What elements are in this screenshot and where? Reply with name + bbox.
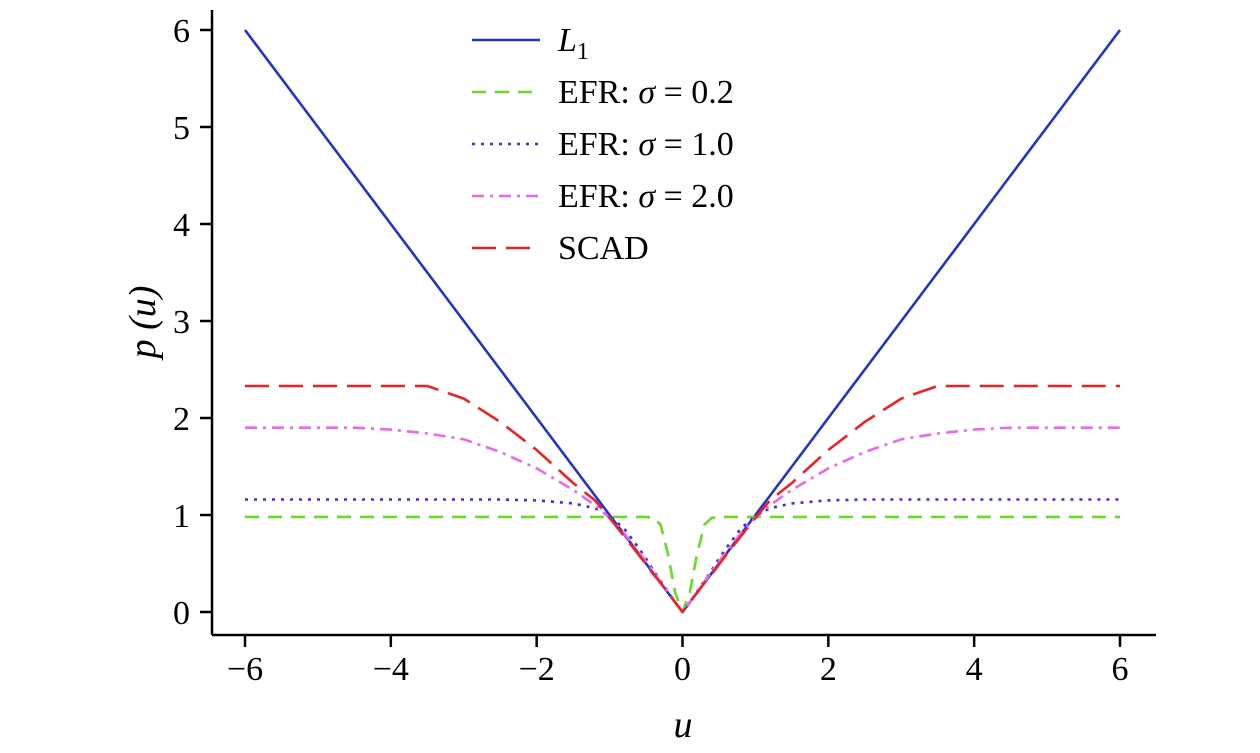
series-layer [243,29,1122,614]
x-tick-label: −2 [519,651,555,688]
legend: L1 EFR: σ = 0.2 EFR: σ = 1.0 EFR: σ = 2.0 SC… [472,22,734,267]
x-axis-label: u [674,704,693,746]
x-tick-label: 6 [1112,651,1129,688]
legend-label: EFR: σ = 0.2 [558,74,734,111]
x-ticks: −6 −4 −2 0 2 4 6 [227,635,1129,688]
y-tick-label: 6 [173,13,190,50]
y-tick-label: 5 [173,110,190,147]
y-tick-label: 4 [173,207,190,244]
series-line-l1 [243,29,1122,614]
legend-label: EFR: σ = 2.0 [558,178,734,215]
y-ticks: 0 1 2 3 4 5 6 [173,13,212,632]
axes: −6 −4 −2 0 2 4 6 0 1 2 3 4 5 6 [173,10,1156,688]
series-line-efr-2-0 [245,426,1120,614]
x-tick-label: −4 [373,651,409,688]
series-line-efr-0-2 [245,515,1120,614]
x-tick-label: 0 [674,651,691,688]
series-line-scad [245,384,1120,614]
x-tick-label: 4 [966,651,983,688]
y-tick-label: 0 [173,595,190,632]
legend-label: SCAD [558,230,649,267]
x-tick-label: 2 [820,651,837,688]
y-tick-label: 2 [173,401,190,438]
y-tick-label: 1 [173,498,190,535]
y-tick-label: 3 [173,304,190,341]
x-tick-label: −6 [227,651,263,688]
legend-label: EFR: σ = 1.0 [558,126,734,163]
legend-label: L1 [557,22,589,65]
y-axis-label: p (u) [122,286,164,362]
